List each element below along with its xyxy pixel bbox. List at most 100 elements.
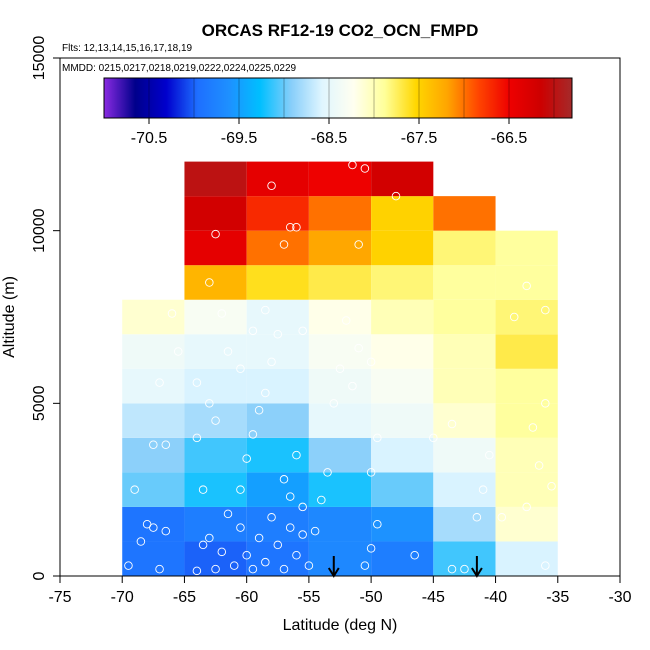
observation-point xyxy=(192,433,202,443)
observation-point xyxy=(130,485,139,494)
observation-point xyxy=(261,305,270,315)
observation-point xyxy=(447,419,457,429)
heatmap-cell xyxy=(495,334,558,369)
heatmap-cell xyxy=(308,196,372,231)
heatmap-cell xyxy=(308,368,372,404)
observation-point xyxy=(285,492,295,501)
heatmap-cell xyxy=(371,403,434,438)
observation-point xyxy=(391,191,401,201)
observation-point xyxy=(522,502,531,512)
observation-point xyxy=(366,544,376,553)
observation-point xyxy=(472,513,482,522)
observation-point xyxy=(124,561,133,570)
heatmap-cell xyxy=(184,161,247,197)
observation-point xyxy=(273,540,283,550)
observation-point xyxy=(460,564,469,574)
observation-point xyxy=(248,326,258,336)
observation-point xyxy=(279,475,289,484)
observation-point xyxy=(292,551,301,560)
heatmap-cell xyxy=(495,472,558,507)
observation-point xyxy=(205,278,214,287)
y-tick-label: 0 xyxy=(31,571,48,580)
observation-point xyxy=(198,485,208,494)
heatmap-cell xyxy=(246,265,309,300)
observation-point xyxy=(298,502,307,512)
observation-point xyxy=(223,347,233,356)
heatmap-cell xyxy=(308,299,372,335)
observation-point xyxy=(149,440,158,450)
observation-point xyxy=(217,309,227,318)
y-tick-label: 15000 xyxy=(31,36,48,81)
observation-point xyxy=(261,557,270,567)
heatmap-cell xyxy=(495,230,558,266)
heatmap-cell xyxy=(246,230,309,266)
observation-point xyxy=(373,433,382,443)
observation-point xyxy=(136,537,146,546)
observation-point xyxy=(541,399,550,408)
heatmap-cell xyxy=(246,299,309,335)
observation-point xyxy=(267,357,276,367)
heatmap-cell xyxy=(122,541,185,576)
observation-point xyxy=(211,229,220,239)
observation-point xyxy=(522,281,531,291)
observation-point xyxy=(348,381,357,391)
heatmap-cell xyxy=(308,334,372,369)
observation-point xyxy=(292,222,301,232)
observation-point xyxy=(279,240,289,249)
observation-point xyxy=(261,388,270,398)
colorbar-tick-label: -70.5 xyxy=(131,130,168,147)
heatmap-cell xyxy=(184,368,247,404)
colorbar-tick-label: -66.5 xyxy=(491,130,528,147)
heatmap-cell xyxy=(246,472,309,507)
heatmap-cell xyxy=(371,541,434,576)
observation-point xyxy=(478,485,488,494)
heatmap-cell xyxy=(371,506,434,542)
heatmap-cell xyxy=(371,472,434,507)
heatmap-cell xyxy=(122,368,185,404)
flights-label: Flts: 12,13,14,15,16,17,18,19 xyxy=(62,43,193,54)
observation-point xyxy=(541,561,550,570)
observation-point xyxy=(360,561,370,570)
observation-point xyxy=(447,564,457,574)
heatmap-cell xyxy=(495,541,558,576)
observation-point xyxy=(323,468,332,477)
observation-point xyxy=(248,564,258,574)
heatmap-cell xyxy=(122,472,185,507)
heatmap-cell xyxy=(495,403,558,438)
heatmap-cell xyxy=(433,437,496,473)
heatmap-cell xyxy=(433,541,496,576)
observation-point xyxy=(192,566,202,576)
x-tick-label: -45 xyxy=(422,589,445,606)
observation-point xyxy=(279,564,289,574)
heatmap-cell xyxy=(495,368,558,404)
x-tick-label: -50 xyxy=(360,589,383,606)
observation-point xyxy=(534,461,544,470)
heatmap-cell xyxy=(433,472,496,507)
observation-point xyxy=(528,423,538,432)
heatmap-cell xyxy=(184,506,247,542)
heatmap-cells xyxy=(122,161,558,576)
observation-point xyxy=(236,523,245,532)
heatmap-cell xyxy=(308,437,372,473)
observation-point xyxy=(205,399,214,408)
observation-point xyxy=(497,513,507,522)
heatmap-cell xyxy=(371,161,434,197)
y-axis-label: Altitude (m) xyxy=(1,276,18,358)
x-tick-label: -60 xyxy=(235,589,258,606)
colorbar-tick-label: -67.5 xyxy=(401,130,438,147)
heatmap-cell xyxy=(246,196,309,231)
heatmap-cell xyxy=(308,403,372,438)
observation-point xyxy=(254,533,264,543)
colorbar-tick-label: -69.5 xyxy=(221,130,258,147)
observation-point xyxy=(285,222,295,232)
observation-point xyxy=(248,430,258,439)
observation-point xyxy=(317,495,326,505)
observation-point xyxy=(211,416,220,425)
heatmap-cell xyxy=(371,196,434,231)
observation-point xyxy=(329,399,339,408)
observation-point xyxy=(273,330,283,339)
heatmap-cell xyxy=(184,403,247,438)
observation-point xyxy=(192,378,202,387)
heatmap-cell xyxy=(184,299,247,335)
